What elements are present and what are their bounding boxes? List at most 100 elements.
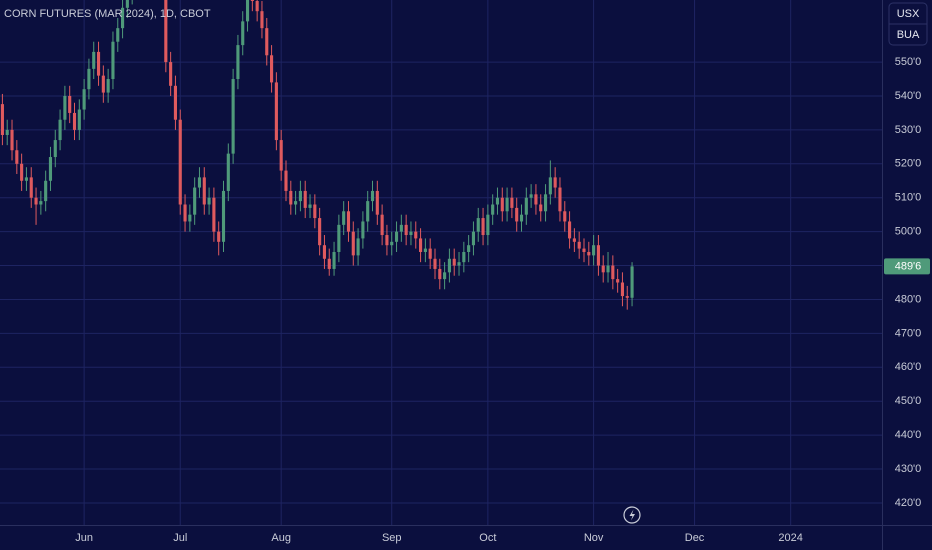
- y-tick-label: 550'0: [895, 56, 922, 68]
- candle-body: [481, 218, 485, 236]
- last-price-label: 489'6: [895, 260, 922, 272]
- candle-body: [24, 177, 28, 181]
- candle-body: [72, 112, 77, 130]
- candle-body: [245, 0, 250, 22]
- candle-body: [217, 231, 221, 242]
- button-bua[interactable]: BUA: [897, 29, 920, 41]
- replay-icon[interactable]: [623, 506, 641, 524]
- candle-body: [318, 218, 322, 246]
- candle-body: [351, 231, 355, 256]
- candle-body: [260, 11, 264, 29]
- candle-body: [34, 197, 38, 205]
- candle-body: [322, 245, 327, 259]
- currency-buttons: USX BUA: [888, 2, 928, 46]
- y-tick-label: 430'0: [895, 463, 922, 475]
- candle-body: [197, 177, 202, 188]
- candle-body: [77, 109, 81, 130]
- candle-body: [294, 201, 298, 205]
- candle-body: [173, 85, 178, 120]
- candle-body: [207, 197, 211, 205]
- candle-body: [438, 268, 442, 280]
- candle-body: [164, 0, 168, 63]
- candle-body: [101, 75, 105, 93]
- candle-body: [15, 150, 19, 164]
- candle-body: [606, 265, 610, 273]
- candle-body: [582, 248, 586, 252]
- y-tick-label: 530'0: [895, 124, 922, 136]
- candle-body: [82, 89, 86, 110]
- x-tick-label: 2024: [778, 532, 802, 544]
- candle-body: [630, 266, 634, 298]
- candle-body: [414, 231, 418, 239]
- candle-body: [241, 21, 245, 46]
- candle-body: [515, 207, 519, 222]
- y-tick-label: 420'0: [895, 497, 922, 509]
- candle-body: [568, 221, 572, 239]
- last-price-marker: [884, 258, 930, 275]
- candle-body: [212, 197, 216, 232]
- candle-body: [587, 251, 591, 256]
- candle-body: [106, 79, 110, 93]
- candle-body: [486, 214, 490, 236]
- candle-body: [370, 190, 375, 202]
- candle-body: [44, 180, 48, 202]
- candle-body: [303, 190, 307, 208]
- candle-body: [433, 258, 437, 269]
- x-tick-label: Aug: [271, 532, 291, 544]
- x-tick-label: Jun: [75, 532, 93, 544]
- candle-body: [0, 104, 4, 135]
- candle-body: [476, 218, 480, 232]
- candle-body: [380, 214, 384, 236]
- candle-body: [125, 0, 129, 8]
- x-tick-label: Dec: [685, 532, 705, 544]
- y-tick-label: 480'0: [895, 293, 922, 305]
- candle-body: [298, 190, 302, 202]
- candles: [0, 0, 634, 310]
- candle-body: [563, 211, 567, 222]
- candle-body: [337, 224, 341, 252]
- candle-body: [111, 41, 115, 80]
- candle-body: [236, 45, 240, 80]
- candle-body: [447, 258, 451, 273]
- x-tick-label: Jul: [173, 532, 187, 544]
- candle-body: [592, 245, 596, 256]
- candle-body: [270, 55, 274, 83]
- candle-body: [20, 163, 24, 181]
- candle-body: [5, 129, 9, 135]
- x-tick-label: Sep: [382, 532, 402, 544]
- candle-body: [193, 187, 197, 215]
- grid: [0, 0, 882, 525]
- candle-body: [558, 187, 562, 212]
- candle-body: [534, 194, 538, 205]
- y-tick-label: 520'0: [895, 158, 922, 170]
- candle-body: [572, 238, 576, 242]
- candle-body: [221, 190, 226, 242]
- candle-body: [342, 211, 346, 225]
- candle-body: [29, 177, 33, 198]
- x-tick-label: Nov: [584, 532, 604, 544]
- candle-body: [519, 214, 524, 222]
- candle-body: [68, 95, 72, 113]
- candle-body: [308, 204, 312, 208]
- button-usx[interactable]: USX: [897, 8, 920, 20]
- candle-body: [289, 190, 293, 205]
- candle-body: [385, 235, 389, 246]
- candle-body: [250, 0, 254, 2]
- y-tick-label: 460'0: [895, 361, 922, 373]
- candle-body: [265, 28, 269, 56]
- y-tick-label: 450'0: [895, 395, 922, 407]
- y-tick-label: 500'0: [895, 226, 922, 238]
- candle-body: [404, 224, 408, 236]
- y-tick-label: 540'0: [895, 90, 922, 102]
- candle-body: [419, 238, 423, 252]
- candle-body: [346, 211, 351, 232]
- candle-body: [87, 68, 91, 90]
- candle-body: [356, 238, 360, 256]
- candle-body: [620, 282, 625, 297]
- candle-body: [390, 241, 394, 246]
- candle-body: [169, 62, 173, 86]
- candle-body: [409, 231, 413, 236]
